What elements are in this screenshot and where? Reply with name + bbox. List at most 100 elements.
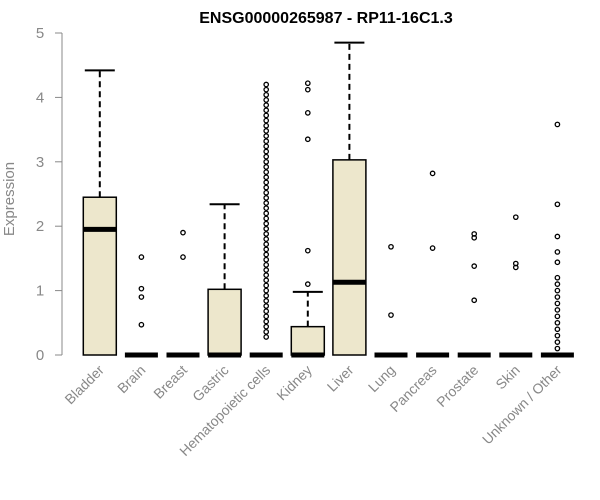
outlier-point — [263, 287, 270, 294]
outlier-point — [429, 170, 436, 177]
outlier-point — [263, 277, 270, 284]
outlier-point — [263, 225, 270, 232]
category-label: Brain — [114, 362, 148, 396]
outlier-point — [263, 200, 270, 206]
outlier-point — [263, 184, 270, 191]
y-tick-label: 4 — [36, 89, 44, 106]
outlier-point — [554, 287, 561, 294]
outlier-point — [554, 294, 561, 300]
category-label: Unknown / Other — [479, 362, 565, 448]
box-group — [166, 229, 200, 358]
outlier-point — [263, 246, 270, 253]
box — [290, 325, 326, 356]
outlier-point — [263, 174, 270, 181]
outlier-point — [554, 201, 561, 208]
outlier-point — [263, 292, 270, 299]
outlier-point — [554, 326, 561, 333]
outlier-point — [263, 189, 270, 196]
outlier-point — [263, 318, 270, 325]
outlier-point — [304, 247, 311, 254]
outlier-point — [554, 345, 561, 352]
outlier-point — [263, 205, 270, 212]
outlier-point — [263, 215, 270, 222]
outlier-point — [138, 285, 145, 292]
y-tick-label: 5 — [36, 25, 44, 42]
y-axis: 0 1 2 3 4 5 — [36, 25, 63, 364]
outlier-point — [554, 259, 561, 266]
outlier-point — [263, 220, 270, 227]
box-group — [416, 170, 450, 358]
outlier-point — [554, 307, 561, 313]
box — [82, 196, 118, 356]
box-group — [207, 203, 242, 358]
outlier-point — [263, 102, 270, 108]
outlier-point — [263, 236, 270, 242]
outlier-point — [263, 303, 270, 309]
box — [207, 288, 242, 356]
outlier-point — [263, 138, 270, 145]
outlier-point — [304, 136, 311, 143]
outlier-point — [263, 91, 270, 98]
category-label: Lung — [365, 362, 398, 395]
category-label: Prostate — [433, 362, 481, 410]
outlier-point — [304, 86, 311, 93]
outlier-point — [263, 81, 270, 88]
outlier-point — [263, 334, 270, 340]
outlier-point — [263, 210, 270, 217]
box-group — [332, 41, 367, 356]
box-group — [249, 81, 283, 358]
outlier-point — [263, 107, 270, 114]
boxes-layer — [82, 41, 574, 358]
y-tick-label: 3 — [36, 154, 44, 171]
outlier-point — [263, 328, 270, 335]
outlier-point — [388, 312, 394, 318]
outlier-point — [554, 121, 561, 128]
outlier-point — [263, 169, 270, 175]
outlier-point — [554, 249, 561, 255]
y-axis-label: Expression — [1, 162, 18, 236]
y-tick-label: 2 — [36, 218, 44, 235]
outlier-point — [304, 281, 311, 288]
category-label: Bladder — [61, 362, 107, 408]
box-group — [124, 254, 158, 358]
outlier-point — [180, 254, 186, 260]
outlier-point — [471, 231, 478, 237]
box-group — [499, 214, 533, 358]
category-label: Breast — [150, 362, 190, 402]
y-tick-label: 0 — [36, 347, 44, 364]
outlier-point — [263, 133, 270, 139]
box-group — [540, 121, 574, 358]
category-label: Kidney — [273, 362, 315, 404]
outlier-point — [263, 97, 270, 103]
box-group — [457, 231, 491, 358]
outlier-point — [138, 254, 145, 260]
y-tick-label: 1 — [36, 283, 44, 300]
chart-title: ENSG00000265987 - RP11-16C1.3 — [199, 10, 453, 27]
outlier-point — [554, 300, 561, 307]
outlier-point — [263, 282, 270, 289]
outlier-point — [263, 117, 270, 124]
outlier-point — [263, 164, 270, 170]
outlier-point — [263, 128, 270, 134]
outlier-point — [263, 298, 270, 304]
outlier-point — [263, 195, 270, 201]
outlier-point — [263, 148, 270, 155]
outlier-point — [512, 214, 519, 221]
outlier-point — [429, 245, 436, 251]
outlier-point — [263, 261, 270, 268]
outlier-point — [263, 143, 270, 150]
box-group — [290, 80, 326, 358]
outlier-point — [138, 294, 145, 300]
box — [332, 159, 367, 356]
outlier-point — [263, 256, 270, 263]
outlier-point — [471, 297, 478, 304]
outlier-point — [263, 153, 270, 160]
outlier-point — [304, 80, 311, 87]
outlier-point — [263, 112, 270, 119]
outlier-point — [263, 179, 270, 186]
outlier-point — [263, 158, 270, 165]
outlier-point — [180, 229, 186, 236]
outlier-point — [263, 231, 270, 237]
